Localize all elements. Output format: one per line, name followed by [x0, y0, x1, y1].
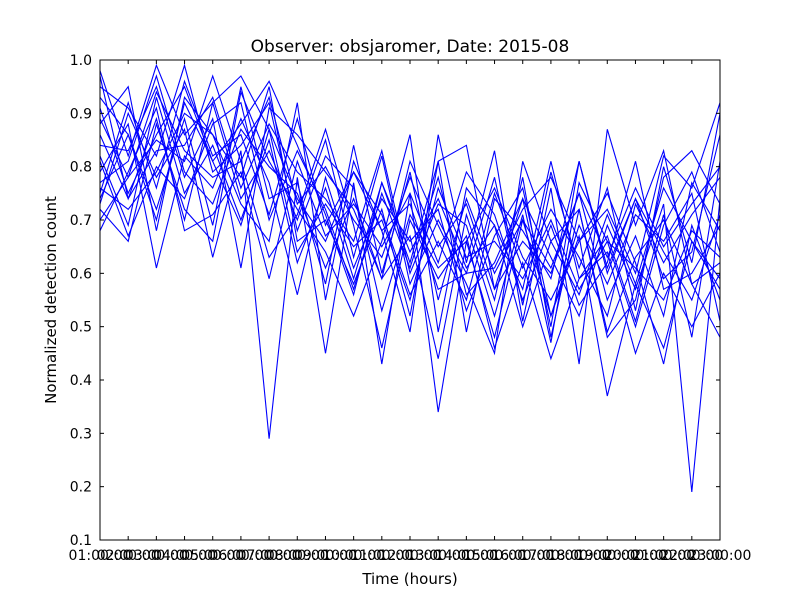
y-tick-label: 0.6: [70, 266, 92, 282]
x-tick-label: 21:00:00: [632, 548, 695, 564]
plot-frame: [99, 59, 721, 541]
series-line-13: [100, 74, 720, 361]
series-layer: [100, 63, 720, 493]
series-line-3: [100, 102, 720, 365]
series-line-12: [100, 86, 720, 319]
x-tick-label: 13:00:00: [407, 548, 470, 564]
x-tick-label: 16:00:00: [491, 548, 554, 564]
x-tick-label: 11:00:00: [350, 548, 413, 564]
x-tick-label: 04:00:00: [153, 548, 216, 564]
y-tick-label: 0.4: [70, 373, 92, 389]
y-tick-label: 0.2: [70, 480, 92, 496]
y-tick-label: 1.0: [70, 53, 92, 69]
chart-title: Observer: obsjaromer, Date: 2015-08: [251, 37, 570, 57]
x-tick-label: 14:00:00: [435, 548, 498, 564]
x-tick-label: 12:00:00: [379, 548, 442, 564]
series-line-11: [100, 97, 720, 329]
x-tick-label: 20:00:00: [604, 548, 667, 564]
series-line-14: [100, 85, 720, 333]
x-tick-label: 05:00:00: [181, 548, 244, 564]
x-tick-label: 02:00:00: [97, 548, 160, 564]
series-line-15: [100, 74, 720, 359]
y-tick-label: 0.8: [70, 160, 92, 176]
x-tick-label: 09:00:00: [294, 548, 357, 564]
x-axis-title: Time (hours): [361, 570, 457, 588]
y-axis-title: Normalized detection count: [42, 196, 60, 404]
x-tick-label: 03:00:00: [125, 548, 188, 564]
series-line-7: [100, 117, 720, 322]
x-tick-label: 15:00:00: [463, 548, 526, 564]
x-tick-label: 07:00:00: [238, 548, 301, 564]
y-tick-label: 0.9: [70, 106, 92, 122]
series-line-9: [100, 95, 720, 343]
series-line-17: [100, 111, 720, 439]
y-tick-label: 0.3: [70, 426, 92, 442]
x-tick-label: 06:00:00: [209, 548, 272, 564]
x-tick-label: 10:00:00: [322, 548, 385, 564]
x-tick-label: 17:00:00: [519, 548, 582, 564]
x-tick-label: 23:00:00: [689, 548, 752, 564]
series-line-20: [100, 101, 720, 302]
x-tick-label: 08:00:00: [266, 548, 329, 564]
y-axis-ticks: 0.1 0.2 0.3 0.4 0.5 0.6 0.7 0.8 0.9 1.0: [70, 53, 720, 549]
x-tick-label: 18:00:00: [548, 548, 611, 564]
series-line-5: [100, 90, 720, 338]
series-line-19: [100, 90, 720, 291]
y-tick-label: 0.5: [70, 320, 92, 336]
x-tick-label: 22:00:00: [660, 548, 723, 564]
y-tick-label: 0.7: [70, 213, 92, 229]
y-tick-label: 0.1: [70, 533, 92, 549]
series-line-18: [100, 101, 720, 493]
x-tick-label: 19:00:00: [576, 548, 639, 564]
series-line-6: [100, 63, 720, 365]
x-tick-label: 01:00:00: [69, 548, 132, 564]
